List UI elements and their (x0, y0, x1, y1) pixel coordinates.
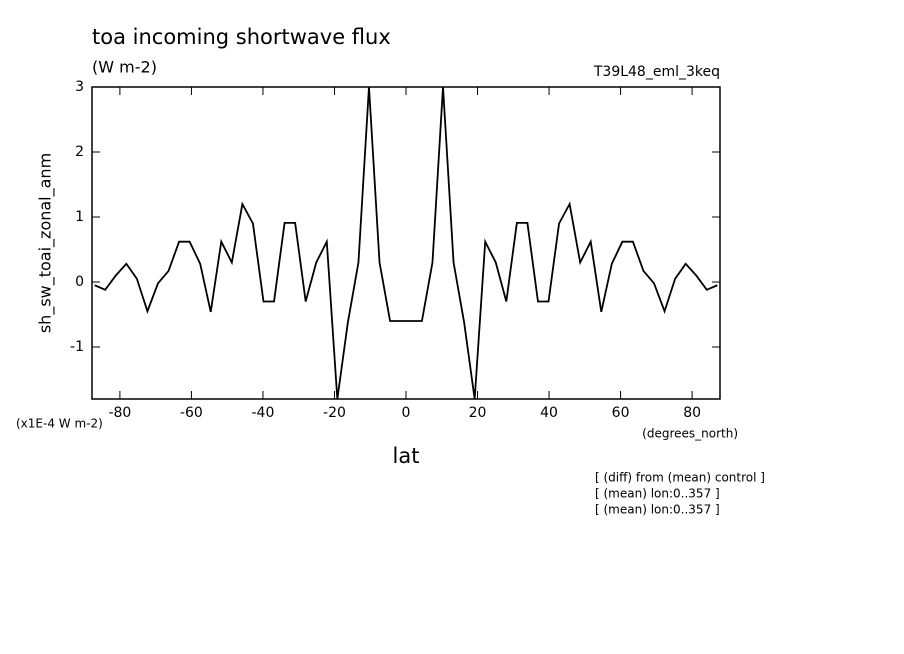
x-tick-label: -40 (252, 405, 275, 421)
plot-frame (91, 86, 721, 400)
x-tick-label: -20 (323, 405, 346, 421)
run-label: T39L48_eml_3keq (593, 64, 720, 80)
x-tick-label: 60 (612, 405, 630, 421)
y-axis-label: sh_sw_toai_zonal_anm (36, 153, 56, 333)
chart-subtitle: (W m-2) (92, 58, 157, 77)
data-line (94, 87, 718, 399)
y-tick-label: 2 (75, 144, 84, 160)
note: [ (mean) lon:0..357 ] (595, 503, 720, 517)
x-tick-label: 20 (469, 405, 487, 421)
y-tick-label: 3 (75, 79, 84, 95)
x-tick-label: 80 (683, 405, 701, 421)
y-tick-label: 1 (75, 209, 84, 225)
note: [ (diff) from (mean) control ] (595, 471, 765, 485)
y-tick-label: -1 (70, 339, 84, 355)
y-units: (x1E-4 W m-2) (16, 417, 103, 431)
note: [ (mean) lon:0..357 ] (595, 487, 720, 501)
x-tick-label: 0 (402, 405, 411, 421)
x-tick-label: 40 (540, 405, 558, 421)
y-tick-label: 0 (75, 274, 84, 290)
x-units: (degrees_north) (642, 427, 738, 441)
x-tick-label: -60 (180, 405, 203, 421)
x-axis-label: lat (393, 444, 420, 468)
x-tick-label: -80 (108, 405, 131, 421)
chart-title: toa incoming shortwave flux (92, 25, 391, 49)
